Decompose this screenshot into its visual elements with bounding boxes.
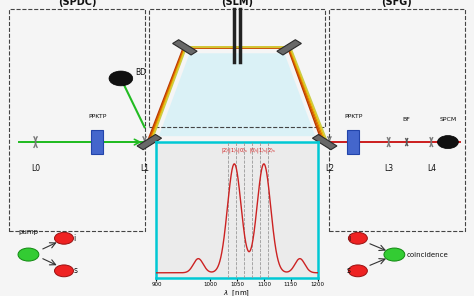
Circle shape [55, 265, 73, 277]
X-axis label: $\lambda$  [nm]: $\lambda$ [nm] [223, 289, 251, 296]
Bar [91, 130, 103, 154]
Circle shape [348, 265, 367, 277]
Text: s: s [73, 266, 77, 275]
Circle shape [109, 71, 133, 86]
Polygon shape [277, 40, 301, 55]
Text: Preparation
(SPDC): Preparation (SPDC) [45, 0, 109, 7]
Text: Manipulation
(SLM): Manipulation (SLM) [201, 0, 273, 7]
Bar [347, 130, 359, 154]
Text: PPKTP: PPKTP [344, 115, 362, 119]
Bar [329, 9, 465, 231]
Text: $|0\rangle_i|1\rangle_s|2\rangle_s$: $|0\rangle_i|1\rangle_s|2\rangle_s$ [249, 146, 276, 155]
Circle shape [348, 232, 367, 244]
Text: L3: L3 [384, 164, 393, 173]
Text: L4: L4 [427, 164, 436, 173]
Text: $|2\rangle_i|1\rangle_s|0\rangle_s$: $|2\rangle_i|1\rangle_s|0\rangle_s$ [221, 146, 248, 155]
Text: i: i [73, 234, 76, 243]
Text: PPKTP: PPKTP [88, 115, 106, 119]
Circle shape [55, 232, 73, 244]
Text: i: i [348, 234, 351, 243]
Text: Detection
(SFG): Detection (SFG) [370, 0, 424, 7]
Text: L1: L1 [140, 164, 149, 173]
Text: L0: L0 [31, 164, 40, 173]
Circle shape [438, 136, 458, 149]
Text: L2: L2 [325, 164, 334, 173]
Circle shape [384, 248, 405, 261]
Polygon shape [312, 134, 337, 150]
Polygon shape [137, 134, 162, 150]
Text: BF: BF [403, 118, 410, 122]
Text: coincidence: coincidence [406, 252, 448, 258]
Text: pump: pump [18, 229, 38, 235]
Text: SPCM: SPCM [439, 118, 456, 122]
Text: s: s [347, 266, 351, 275]
Circle shape [18, 248, 39, 261]
Text: BD: BD [135, 68, 146, 77]
Bar [149, 9, 325, 127]
Polygon shape [173, 40, 197, 55]
Bar [9, 9, 145, 231]
Polygon shape [159, 53, 315, 136]
